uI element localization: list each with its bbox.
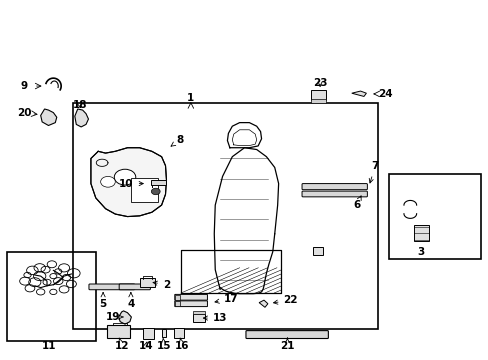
Text: 2: 2 bbox=[153, 280, 170, 290]
Bar bbox=[140, 278, 155, 287]
Text: 1: 1 bbox=[187, 93, 194, 103]
Circle shape bbox=[101, 176, 115, 187]
Text: 14: 14 bbox=[139, 341, 153, 351]
Bar bbox=[175, 301, 180, 306]
Text: 17: 17 bbox=[215, 294, 238, 304]
Bar bbox=[193, 311, 205, 315]
Text: 20: 20 bbox=[17, 108, 31, 118]
Bar bbox=[175, 295, 180, 300]
Text: 4: 4 bbox=[127, 293, 134, 309]
Circle shape bbox=[114, 169, 136, 185]
Bar bbox=[193, 314, 205, 321]
Text: 10: 10 bbox=[119, 179, 143, 189]
FancyBboxPatch shape bbox=[245, 330, 328, 338]
Polygon shape bbox=[41, 109, 57, 126]
Polygon shape bbox=[91, 148, 166, 217]
FancyBboxPatch shape bbox=[302, 191, 366, 197]
Text: 5: 5 bbox=[99, 293, 106, 309]
FancyBboxPatch shape bbox=[89, 284, 135, 290]
Text: 21: 21 bbox=[280, 338, 294, 351]
Bar bbox=[6, 252, 96, 341]
Polygon shape bbox=[259, 300, 267, 307]
Text: 19: 19 bbox=[105, 312, 122, 322]
Bar bbox=[173, 328, 183, 338]
Bar bbox=[388, 174, 480, 259]
Bar bbox=[310, 99, 326, 103]
Circle shape bbox=[151, 188, 160, 195]
Bar bbox=[312, 247, 323, 255]
FancyBboxPatch shape bbox=[302, 184, 366, 190]
Bar bbox=[151, 180, 165, 185]
Bar bbox=[143, 328, 154, 338]
Text: 12: 12 bbox=[114, 338, 129, 351]
Text: 3: 3 bbox=[417, 247, 424, 257]
FancyBboxPatch shape bbox=[119, 284, 150, 290]
Bar bbox=[161, 329, 166, 337]
FancyBboxPatch shape bbox=[174, 294, 207, 300]
Text: 16: 16 bbox=[175, 338, 189, 351]
Text: 22: 22 bbox=[273, 295, 298, 305]
Text: 9: 9 bbox=[20, 81, 28, 91]
Text: 23: 23 bbox=[312, 78, 326, 88]
Text: 13: 13 bbox=[203, 313, 227, 323]
Bar bbox=[131, 178, 158, 202]
Bar bbox=[107, 325, 130, 338]
Text: 15: 15 bbox=[157, 338, 171, 351]
Text: 8: 8 bbox=[171, 135, 183, 146]
Text: 11: 11 bbox=[42, 341, 57, 351]
Polygon shape bbox=[119, 311, 131, 324]
Bar bbox=[310, 90, 326, 100]
Bar bbox=[413, 225, 428, 241]
Polygon shape bbox=[351, 91, 366, 96]
Text: 24: 24 bbox=[378, 89, 392, 99]
Bar bbox=[73, 103, 377, 329]
Text: 18: 18 bbox=[72, 100, 87, 110]
FancyBboxPatch shape bbox=[174, 301, 207, 307]
Text: 7: 7 bbox=[368, 161, 378, 183]
Polygon shape bbox=[75, 109, 88, 127]
Text: 6: 6 bbox=[352, 196, 361, 210]
